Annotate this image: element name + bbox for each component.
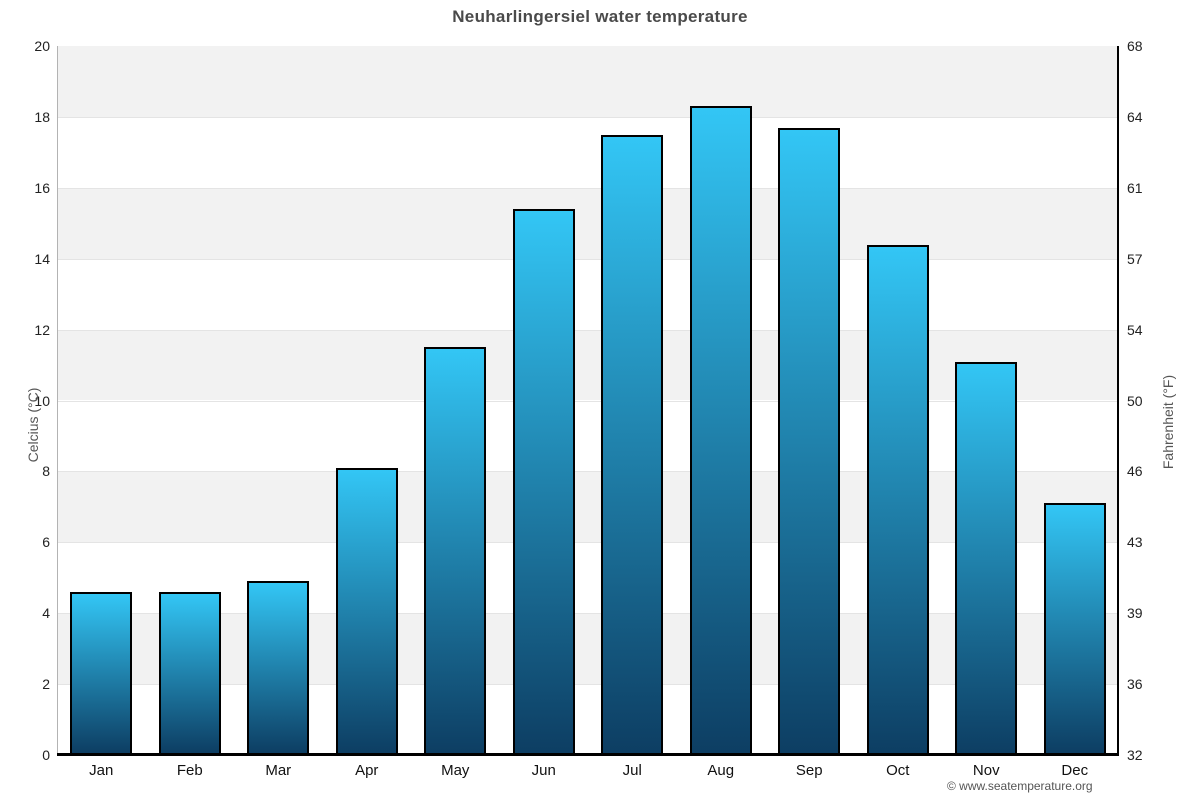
celsius-tick-label: 12: [34, 321, 50, 338]
fahrenheit-tick-label: 54: [1127, 321, 1143, 338]
temperature-bar-mar: [247, 581, 310, 755]
celsius-axis-title: Celcius (°C): [25, 387, 41, 463]
fahrenheit-tick-label: 43: [1127, 534, 1143, 551]
celsius-tick-label: 6: [42, 534, 50, 551]
grid-band: [57, 471, 1119, 543]
temperature-bar-may: [424, 347, 487, 755]
month-label-sep: Sep: [795, 762, 823, 779]
temperature-bar-oct: [866, 244, 929, 755]
fahrenheit-tick-label: 50: [1127, 392, 1143, 409]
fahrenheit-tick-label: 68: [1127, 38, 1143, 54]
grid-band: [57, 684, 1119, 755]
fahrenheit-tick-label: 32: [1127, 747, 1143, 763]
temperature-bar-aug: [689, 106, 752, 755]
grid-band: [57, 258, 1119, 330]
celsius-tick-label: 16: [34, 179, 50, 196]
grid-band: [57, 116, 1119, 188]
month-label-aug: Aug: [707, 762, 735, 779]
y-axis-line-right: [1117, 46, 1119, 755]
month-label-jul: Jul: [622, 762, 642, 779]
month-label-oct: Oct: [886, 762, 910, 779]
month-label-dec: Dec: [1061, 762, 1089, 779]
fahrenheit-tick-label: 61: [1127, 179, 1143, 196]
temperature-bar-sep: [778, 127, 841, 755]
grid-band: [57, 400, 1119, 472]
celsius-tick-label: 8: [42, 463, 50, 480]
celsius-tick-label: 10: [34, 392, 50, 409]
chart-title: Neuharlingersiel water temperature: [452, 7, 748, 26]
x-axis-line: [57, 753, 1119, 756]
celsius-tick-label: 4: [42, 605, 50, 622]
fahrenheit-tick-label: 46: [1127, 463, 1143, 480]
temperature-bar-dec: [1043, 503, 1106, 755]
grid-band: [57, 46, 1119, 117]
fahrenheit-tick-label: 36: [1127, 676, 1143, 693]
celsius-tick-label: 18: [34, 108, 50, 125]
grid-band: [57, 613, 1119, 685]
grid-band: [57, 542, 1119, 614]
grid-band: [57, 187, 1119, 259]
gridline: [57, 471, 1119, 473]
temperature-bar-jan: [70, 591, 133, 755]
temperature-bar-jun: [512, 209, 575, 755]
fahrenheit-axis-title: Fahrenheit (°F): [1160, 374, 1176, 470]
gridline: [57, 187, 1119, 189]
y-axis-line-left: [57, 46, 58, 755]
copyright-text: © www.seatemperature.org: [947, 779, 1093, 793]
plot-area: [57, 46, 1119, 756]
temperature-bar-apr: [335, 467, 398, 755]
month-label-feb: Feb: [176, 762, 203, 779]
month-label-jun: Jun: [531, 762, 556, 779]
temperature-bar-nov: [955, 361, 1018, 755]
fahrenheit-tick-label: 39: [1127, 605, 1143, 622]
fahrenheit-tick-label: 57: [1127, 250, 1143, 267]
grid-band: [57, 329, 1119, 401]
month-label-jan: Jan: [89, 762, 114, 779]
gridline: [57, 258, 1119, 260]
fahrenheit-tick-label: 64: [1127, 108, 1143, 125]
gridline: [57, 116, 1119, 118]
gridline: [57, 613, 1119, 615]
celsius-tick-label: 14: [34, 250, 50, 267]
gridline: [57, 329, 1119, 331]
gridline: [57, 400, 1119, 402]
temperature-bar-jul: [601, 134, 664, 755]
celsius-tick-label: 0: [42, 747, 50, 763]
month-label-nov: Nov: [972, 762, 1000, 779]
gridline: [57, 684, 1119, 686]
month-label-may: May: [441, 762, 470, 779]
temperature-bar-feb: [158, 591, 221, 755]
month-label-apr: Apr: [355, 762, 379, 779]
celsius-tick-label: 2: [42, 676, 50, 693]
month-label-mar: Mar: [265, 762, 292, 779]
celsius-tick-label: 20: [34, 38, 50, 54]
gridline: [57, 542, 1119, 544]
